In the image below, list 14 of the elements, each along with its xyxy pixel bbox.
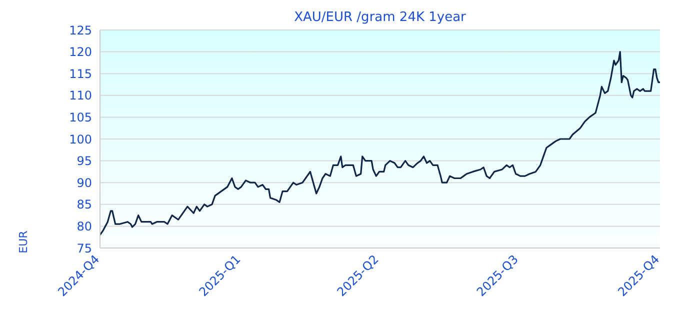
line-series	[100, 51, 660, 236]
y-tick-label: 105	[69, 110, 92, 124]
y-tick-label: 85	[76, 198, 92, 212]
y-axis-title: EUR	[17, 230, 31, 256]
chart-title: XAU/EUR /gram 24K 1year	[293, 10, 467, 25]
y-tick-label: 100	[69, 132, 92, 146]
y-tick-label: 80	[76, 219, 92, 234]
y-tick-label: 120	[69, 45, 92, 60]
y-tick-label: 125	[69, 23, 92, 38]
y-tick-label: 110	[69, 88, 92, 103]
y-tick-label: 95	[76, 154, 92, 168]
y-tick-label: 90	[76, 176, 92, 190]
y-tick-label: 115	[69, 66, 92, 81]
y-tick-label: 75	[76, 241, 92, 256]
